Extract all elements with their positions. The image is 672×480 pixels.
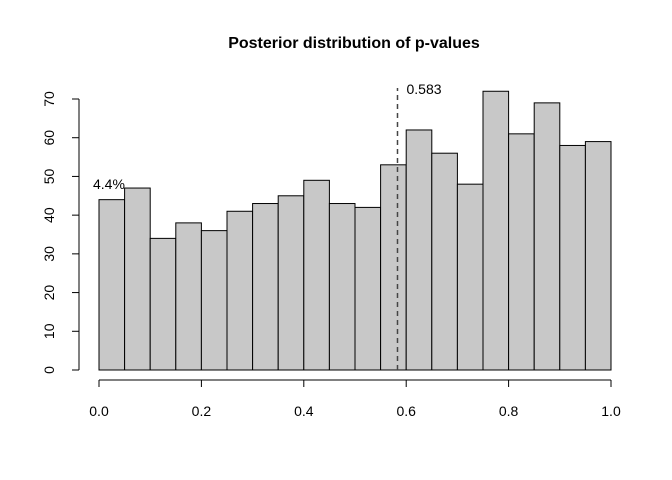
bar: [149, 237, 177, 371]
bar: [277, 195, 305, 371]
annotation: 4.4%: [93, 176, 125, 192]
bar: [508, 133, 535, 371]
bar: [380, 164, 407, 371]
y-tick-label: 60: [41, 130, 57, 146]
chart-title: Posterior distribution of p-values: [228, 35, 480, 52]
y-tick-label: 0: [41, 366, 57, 374]
bar: [482, 90, 510, 371]
bar: [405, 129, 433, 371]
x-tick-label: 0.2: [192, 403, 212, 419]
bar: [303, 179, 330, 371]
y-tick-label: 20: [41, 285, 57, 301]
x-tick-label: 0.6: [396, 403, 416, 419]
x-tick-label: 0.4: [294, 403, 314, 419]
y-tick-label: 30: [41, 246, 57, 262]
bar: [584, 141, 612, 371]
bar: [124, 187, 151, 371]
bar: [559, 144, 586, 371]
bar: [200, 230, 228, 371]
reference-label: 0.583: [406, 81, 441, 97]
bar: [456, 183, 484, 371]
y-tick-label: 50: [41, 168, 57, 184]
bar: [431, 152, 458, 371]
y-tick-label: 40: [41, 207, 57, 223]
x-tick-label: 0.8: [499, 403, 519, 419]
bar: [175, 222, 202, 371]
bar: [533, 102, 561, 371]
bar: [98, 199, 126, 371]
bar: [328, 203, 356, 371]
x-tick-label: 1.0: [601, 403, 621, 419]
x-tick-label: 0.0: [89, 403, 109, 419]
bar: [354, 206, 382, 371]
y-tick-label: 10: [41, 323, 57, 339]
bar: [226, 210, 254, 371]
bar: [252, 203, 279, 371]
y-tick-label: 70: [41, 91, 57, 107]
